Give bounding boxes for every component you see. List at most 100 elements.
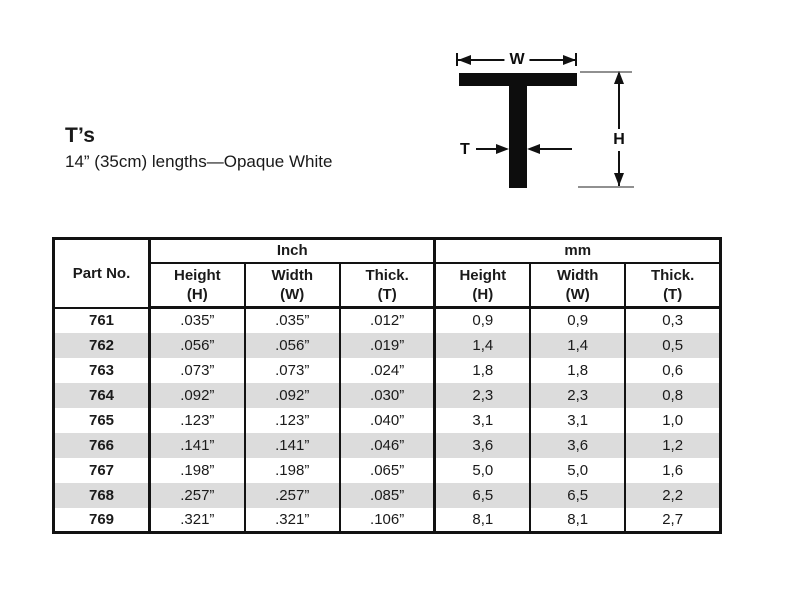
group-header-mm: mm xyxy=(433,238,721,264)
inch-height-cell: .198” xyxy=(147,457,245,483)
col-header-text: Thick. xyxy=(365,266,409,284)
inch-thick-cell: .024” xyxy=(338,357,435,383)
mm-width-cell: 2,3 xyxy=(529,382,626,408)
h-arrow-down-icon xyxy=(614,173,624,186)
col-header-text: Width xyxy=(271,266,313,284)
col-header-text: (T) xyxy=(377,285,397,303)
inch-height-cell: .123” xyxy=(147,407,245,433)
mm-thick-cell: 0,6 xyxy=(624,357,721,383)
part-no-cell: 761 xyxy=(52,307,150,333)
title-block: T’s 14” (35cm) lengths—Opaque White xyxy=(65,124,332,175)
group-header-inch: Inch xyxy=(147,238,435,264)
mm-width-cell: 8,1 xyxy=(529,507,626,533)
w-arrow-right-icon xyxy=(563,55,576,65)
inch-height-cell: .092” xyxy=(147,382,245,408)
mm-width-cell: 0,9 xyxy=(529,307,626,333)
t-dim-line-left xyxy=(476,148,498,150)
col-header-inch-thick: Thick. (T) xyxy=(338,262,435,309)
t-dim-line-right xyxy=(540,148,572,150)
mm-width-cell: 3,1 xyxy=(529,407,626,433)
part-no-cell: 765 xyxy=(52,407,150,433)
table-row: 768 .257” .257” .085” 6,5 6,5 2,2 xyxy=(52,482,721,508)
spec-table-wrap: Part No. Inch mm Height (H) Width (W) Thic… xyxy=(52,237,722,534)
table-row: 766 .141” .141” .046” 3,6 3,6 1,2 xyxy=(52,432,721,458)
w-dim-label: W xyxy=(504,52,530,68)
inch-width-cell: .092” xyxy=(243,382,340,408)
col-header-inch-width: Width (W) xyxy=(243,262,340,309)
h-dim-label: H xyxy=(608,129,630,151)
page-subtitle: 14” (35cm) lengths—Opaque White xyxy=(65,152,333,171)
inch-height-cell: .035” xyxy=(147,307,245,333)
col-header-text: (W) xyxy=(280,285,305,303)
w-dim-tick-right xyxy=(575,53,577,66)
table-row: 761 .035” .035” .012” 0,9 0,9 0,3 xyxy=(52,307,721,333)
part-no-cell: 767 xyxy=(52,457,150,483)
inch-width-cell: .257” xyxy=(243,482,340,508)
h-arrow-up-icon xyxy=(614,71,624,84)
inch-height-cell: .321” xyxy=(147,507,245,533)
w-dim-tick-left xyxy=(456,53,458,66)
col-header-mm-height: Height (H) xyxy=(433,262,531,309)
h-dim-tick-bottom xyxy=(578,186,634,188)
col-header-text: (H) xyxy=(186,285,208,303)
part-no-cell: 766 xyxy=(52,432,150,458)
table-row: 763 .073” .073” .024” 1,8 1,8 0,6 xyxy=(52,357,721,383)
inch-width-cell: .141” xyxy=(243,432,340,458)
mm-width-cell: 5,0 xyxy=(529,457,626,483)
mm-height-cell: 2,3 xyxy=(433,382,531,408)
table-row: 769 .321” .321” .106” 8,1 8,1 2,7 xyxy=(52,507,721,533)
mm-thick-cell: 1,6 xyxy=(624,457,721,483)
mm-thick-cell: 2,2 xyxy=(624,482,721,508)
spec-table-header: Part No. Inch mm Height (H) Width (W) Thic… xyxy=(52,238,721,309)
sub-header-row: Height (H) Width (W) Thick. (T) Height (H) W… xyxy=(54,262,721,309)
part-no-cell: 769 xyxy=(52,507,150,533)
inch-width-cell: .123” xyxy=(243,407,340,433)
t-arrow-left-icon xyxy=(527,144,540,154)
spec-table: Part No. Inch mm Height (H) Width (W) Thic… xyxy=(52,237,722,534)
inch-width-cell: .056” xyxy=(243,332,340,358)
t-arrow-right-icon xyxy=(496,144,509,154)
page-title: T’s xyxy=(65,124,96,147)
part-no-cell: 763 xyxy=(52,357,150,383)
inch-thick-cell: .012” xyxy=(338,307,435,333)
t-dim-label: T xyxy=(460,141,470,158)
table-row: 764 .092” .092” .030” 2,3 2,3 0,8 xyxy=(52,382,721,408)
part-no-cell: 762 xyxy=(52,332,150,358)
unit-group-row: Part No. Inch mm xyxy=(52,238,721,309)
inch-height-cell: .257” xyxy=(147,482,245,508)
mm-height-cell: 3,6 xyxy=(433,432,531,458)
part-no-cell: 768 xyxy=(52,482,150,508)
table-row: 765 .123” .123” .040” 3,1 3,1 1,0 xyxy=(52,407,721,433)
inch-thick-cell: .085” xyxy=(338,482,435,508)
col-header-text: (H) xyxy=(472,285,494,303)
mm-width-cell: 1,8 xyxy=(529,357,626,383)
mm-thick-cell: 1,2 xyxy=(624,432,721,458)
mm-width-cell: 3,6 xyxy=(529,432,626,458)
spec-table-body: 761 .035” .035” .012” 0,9 0,9 0,3 762 .0… xyxy=(52,307,721,533)
inch-thick-cell: .019” xyxy=(338,332,435,358)
part-no-cell: 764 xyxy=(52,382,150,408)
inch-thick-cell: .046” xyxy=(338,432,435,458)
inch-thick-cell: .030” xyxy=(338,382,435,408)
col-header-mm-width: Width (W) xyxy=(529,262,626,309)
inch-thick-cell: .106” xyxy=(338,507,435,533)
col-header-mm-thick: Thick. (T) xyxy=(624,262,721,309)
col-header-inch-height: Height (H) xyxy=(147,262,245,309)
w-arrow-left-icon xyxy=(458,55,471,65)
table-row: 762 .056” .056” .019” 1,4 1,4 0,5 xyxy=(52,332,721,358)
mm-height-cell: 8,1 xyxy=(433,507,531,533)
mm-height-cell: 1,4 xyxy=(433,332,531,358)
inch-width-cell: .073” xyxy=(243,357,340,383)
t-profile-flange xyxy=(459,73,577,86)
mm-height-cell: 1,8 xyxy=(433,357,531,383)
mm-thick-cell: 0,8 xyxy=(624,382,721,408)
t-profile-stem xyxy=(509,85,527,188)
mm-width-cell: 6,5 xyxy=(529,482,626,508)
inch-thick-cell: .065” xyxy=(338,457,435,483)
inch-height-cell: .141” xyxy=(147,432,245,458)
mm-height-cell: 6,5 xyxy=(433,482,531,508)
mm-height-cell: 3,1 xyxy=(433,407,531,433)
col-header-text: (W) xyxy=(565,285,590,303)
mm-thick-cell: 1,0 xyxy=(624,407,721,433)
